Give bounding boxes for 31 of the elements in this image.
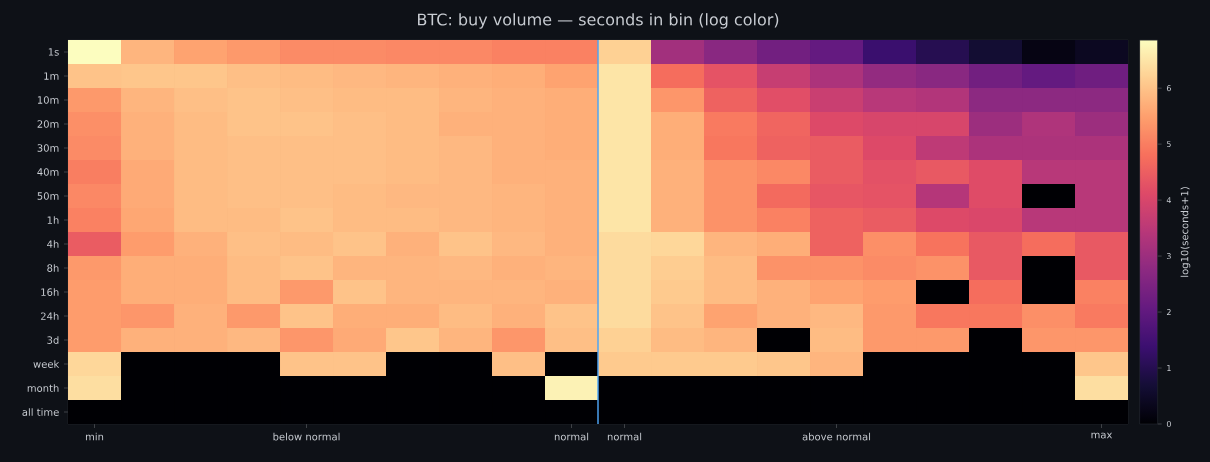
- color-bar-label: 4: [1166, 197, 1172, 204]
- y-tick-label: 50m: [37, 192, 59, 200]
- y-tick-label: 30m: [37, 144, 59, 152]
- y-tick-label: 10m: [37, 96, 59, 104]
- y-tick-label: 1s: [48, 48, 59, 56]
- y-tick-label: month: [27, 384, 59, 392]
- chart-title: BTC: buy volume — seconds in bin (log color): [418, 13, 779, 29]
- y-tick-label: 40m: [37, 168, 59, 176]
- x-tick-label: above normal: [802, 432, 871, 441]
- y-tick-label: 1h: [47, 216, 59, 224]
- x-tick-label: below normal: [273, 432, 340, 441]
- y-tick-label: 20m: [37, 120, 59, 128]
- y-tick-label: 1m: [44, 72, 59, 80]
- y-tick-label: 4h: [47, 240, 59, 248]
- x-tick-label: normal: [607, 432, 642, 441]
- color-bar-label: 2: [1166, 309, 1171, 316]
- y-tick-label: 16h: [41, 288, 59, 296]
- color-bar-label: 5: [1166, 141, 1171, 148]
- color-bar-label: 1: [1167, 365, 1171, 371]
- x-tick-label: normal: [554, 432, 589, 441]
- y-tick-label: 8h: [47, 264, 59, 272]
- color-bar-label: 0: [1166, 420, 1171, 428]
- y-tick-label: week: [33, 360, 60, 368]
- color-bar-label: 3: [1166, 253, 1171, 260]
- y-tick-label: 24h: [40, 312, 59, 320]
- color-bar-title: log10(seconds+1): [1180, 187, 1191, 277]
- color-bar-label: 6: [1166, 85, 1171, 92]
- y-tick-label: 3d: [47, 336, 59, 344]
- x-tick-label: max: [1091, 432, 1113, 439]
- x-tick-label: min: [85, 432, 104, 441]
- y-tick-label: all time: [22, 408, 59, 416]
